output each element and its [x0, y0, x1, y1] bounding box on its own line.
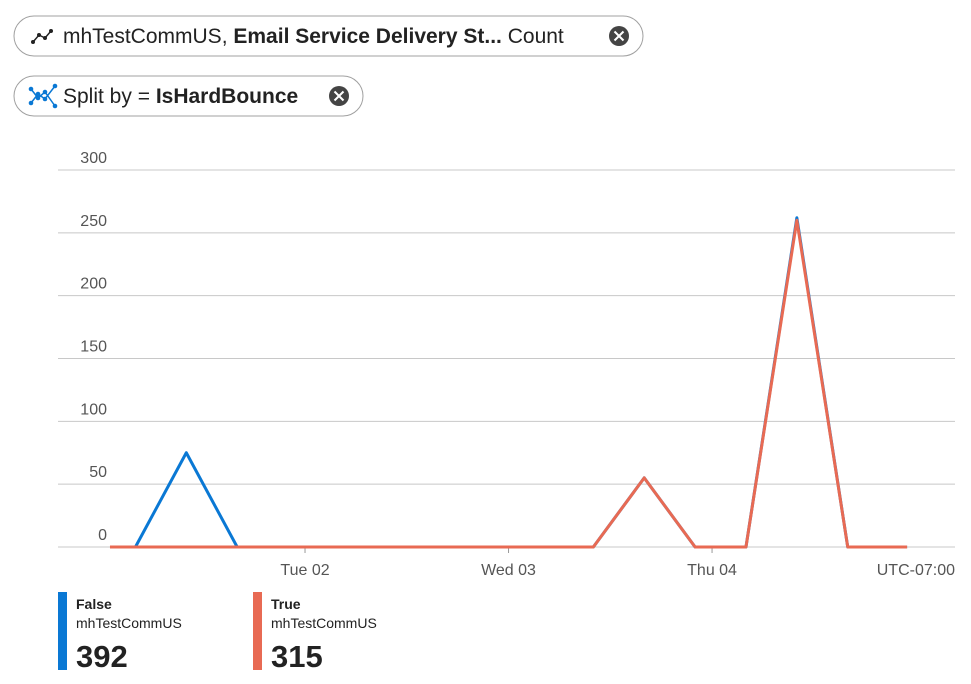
x-tick-label: Thu 04 — [687, 562, 737, 579]
legend-name: False — [76, 596, 112, 612]
metric-pill[interactable]: mhTestCommUS, Email Service Delivery St.… — [13, 15, 644, 57]
legend-item[interactable]: True mhTestCommUS 315 — [253, 592, 377, 674]
y-tick-label: 300 — [80, 150, 107, 167]
pill-text: Split by = IsHardBounce — [63, 85, 298, 108]
aggregation: Count — [508, 25, 564, 48]
legend-name: True — [271, 596, 301, 612]
legend-resource: mhTestCommUS — [76, 615, 182, 631]
metric-icon-dots — [31, 29, 53, 44]
y-tick-label: 200 — [80, 276, 107, 293]
legend-swatch — [253, 592, 262, 670]
legend-resource: mhTestCommUS — [271, 615, 377, 631]
remove-button[interactable] — [609, 26, 629, 46]
pill-text: mhTestCommUS, Email Service Delivery St.… — [63, 25, 564, 48]
split-pill[interactable]: Split by = IsHardBounce — [13, 75, 364, 117]
split-icon-dots — [28, 83, 58, 109]
dimension: IsHardBounce — [156, 85, 298, 108]
timezone-label: UTC-07:00 — [877, 562, 955, 579]
metric-icon — [32, 30, 52, 43]
legend-item[interactable]: False mhTestCommUS 392 — [58, 592, 182, 674]
series-line — [109, 218, 908, 549]
split-icon — [30, 85, 56, 107]
resource: mhTestCommUS, — [63, 25, 228, 48]
y-tick-label: 50 — [89, 464, 107, 481]
legend-total: 315 — [271, 639, 323, 674]
series-line — [134, 216, 908, 549]
split-prefix: Split by = — [63, 85, 150, 108]
legend-swatch — [58, 592, 67, 670]
remove-button[interactable] — [329, 86, 349, 106]
y-tick-label: 250 — [80, 213, 107, 230]
y-tick-label: 0 — [98, 527, 107, 544]
pill-border — [13, 15, 644, 57]
x-tick-label: Tue 02 — [280, 562, 329, 579]
y-tick-label: 150 — [80, 339, 107, 356]
pill-border — [13, 75, 364, 117]
x-tick-label: Wed 03 — [481, 562, 536, 579]
metric: Email Service Delivery St... — [233, 25, 502, 48]
y-tick-label: 100 — [80, 401, 107, 418]
legend-total: 392 — [76, 639, 128, 674]
